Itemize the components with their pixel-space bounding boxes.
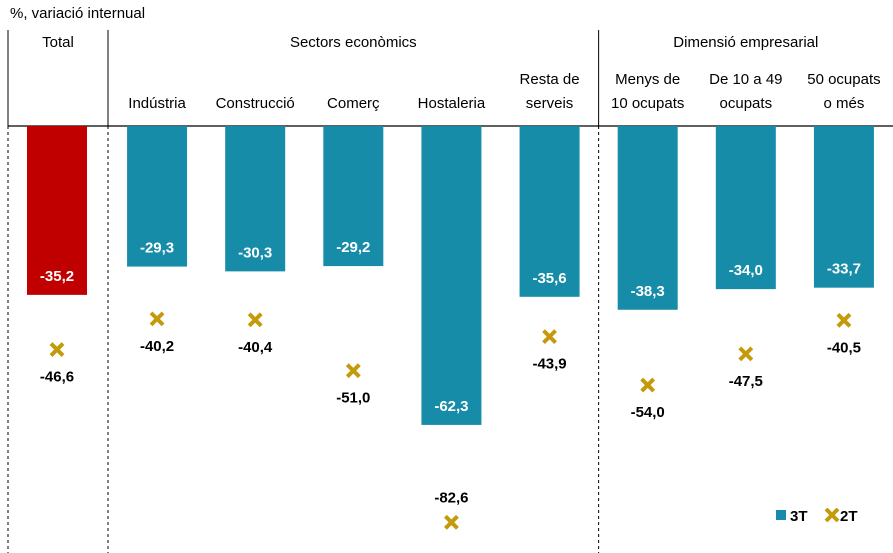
x-tick-label: Hostaleria <box>418 95 486 112</box>
marker-value-label: -54,0 <box>631 404 665 421</box>
bar <box>421 126 482 425</box>
marker <box>444 514 459 530</box>
marker-x <box>444 514 459 530</box>
bar <box>519 126 580 297</box>
chart-subtitle: %, variació internual <box>10 5 145 22</box>
marker-x <box>247 312 263 328</box>
bar-value-label: -29,3 <box>140 240 174 257</box>
marker-x <box>149 311 165 327</box>
group-label: Sectors econòmics <box>290 34 417 51</box>
marker <box>542 329 557 345</box>
bar <box>617 126 678 310</box>
legend-label: 2T <box>840 508 858 525</box>
group-label: Dimensió empresarial <box>673 34 818 51</box>
x-tick-label: Indústria <box>128 95 186 112</box>
bar-value-label: -35,6 <box>532 270 566 287</box>
marker-value-label: -47,5 <box>729 373 763 390</box>
x-tick-label: Comerç <box>327 95 380 112</box>
marker-x <box>345 363 361 379</box>
x-tick-label: Construcció <box>216 95 295 112</box>
marker-value-label: -43,9 <box>532 356 566 373</box>
x-tick-label: Menys de 10 ocupats <box>611 71 684 112</box>
marker <box>149 311 165 327</box>
marker-x <box>49 342 65 357</box>
bar <box>715 126 776 290</box>
bar-value-label: -30,3 <box>238 244 272 261</box>
marker <box>836 312 852 328</box>
marker <box>247 312 263 328</box>
legend-label: 3T <box>790 508 808 525</box>
bar-value-label: -62,3 <box>434 398 468 415</box>
marker <box>640 377 656 393</box>
marker-x <box>836 312 852 328</box>
legend-swatch <box>824 507 840 523</box>
marker-value-label: -51,0 <box>336 390 370 407</box>
bar-value-label: -34,0 <box>729 262 763 279</box>
marker-value-label: -40,4 <box>238 339 273 356</box>
marker-x <box>542 329 557 345</box>
marker <box>49 342 65 357</box>
x-tick-label: Resta de serveis <box>520 71 580 112</box>
x-tick-label: 50 ocupats o més <box>807 71 880 112</box>
marker-value-label: -82,6 <box>434 489 468 506</box>
bar <box>225 126 286 272</box>
marker-value-label: -40,2 <box>140 338 174 355</box>
bar-value-label: -33,7 <box>827 261 861 278</box>
marker <box>345 363 361 379</box>
bar <box>127 126 188 267</box>
bar-value-label: -38,3 <box>631 283 665 300</box>
marker-value-label: -46,6 <box>40 369 74 386</box>
marker <box>738 346 754 362</box>
bar <box>27 126 87 295</box>
bar-value-label: -29,2 <box>336 239 370 256</box>
marker-x <box>640 377 656 393</box>
legend-swatch <box>776 510 786 520</box>
bar <box>813 126 874 288</box>
marker-x <box>738 346 754 362</box>
bar-value-label: -35,2 <box>40 268 74 285</box>
x-tick-label: De 10 a 49 ocupats <box>709 71 782 112</box>
group-label: Total <box>42 34 74 51</box>
bar <box>323 126 384 267</box>
marker-value-label: -40,5 <box>827 339 861 356</box>
